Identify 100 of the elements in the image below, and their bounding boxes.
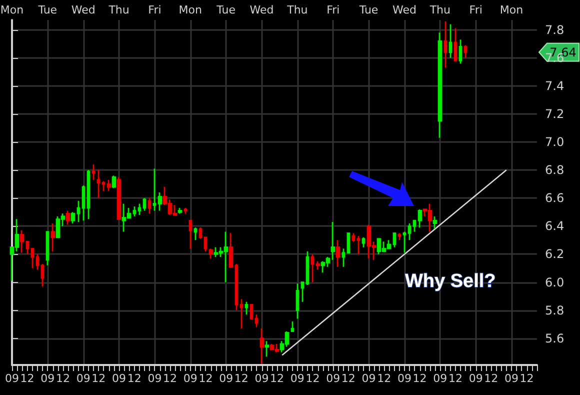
text: Fri [148,4,162,16]
x-tick-label: 09 [5,372,19,385]
y-tick-label: 6.8 [545,163,564,178]
x-tick-label: 12 [56,372,70,385]
x-tick-label: 09 [468,372,483,385]
candlestick [448,24,452,59]
x-tick-label: 09 [112,372,126,385]
candlestick [36,254,40,270]
candlestick [184,207,188,214]
candlestick [116,176,122,220]
candlestick [438,32,442,139]
candlestick [82,184,86,222]
x-tick-label: 12 [163,372,178,385]
candlestick [20,230,24,254]
y-tick-label: 6.6 [545,191,564,206]
candlestick [300,282,304,303]
candlestick [458,38,462,64]
x-tick-label: 09 [219,372,234,385]
x-tick-label: 09 [504,372,519,385]
y-tick-label: 6.2 [545,247,564,262]
candlestick [310,254,314,283]
y-tick-label: 5.8 [545,303,564,318]
candlestick [356,235,360,255]
candlestick [204,236,208,252]
candlestick [342,248,346,268]
candlestick [352,232,356,242]
candlestick [152,168,156,212]
candlestick [392,232,396,248]
x-tick-label: 12 [484,372,498,385]
candlestick [346,232,350,254]
x-tick-label: 12 [341,372,356,385]
candlestick [158,192,162,212]
y-tick-label: 7.4 [545,78,564,93]
candlestick [148,197,152,214]
candlestick [188,220,192,250]
x-tick-label: 09 [397,372,412,385]
y-tick-label: 7.0 [545,135,564,150]
x-tick-label: 12 [270,372,284,385]
candlestick [96,169,100,199]
candlestick [412,220,416,232]
text: Mon [500,4,524,16]
candlestick [464,44,468,59]
candlestick [228,232,234,268]
text: Tue [37,4,58,16]
candlestick [132,206,136,218]
text: Fri [469,4,482,16]
text: Mon [0,4,24,16]
x-tick-label: 12 [234,372,248,385]
candlestick [336,239,340,268]
text: Wed [250,4,274,16]
candlestick [398,232,402,241]
x-tick-label: 09 [148,372,162,385]
candlestick [208,248,214,260]
x-tick-label: 09 [254,372,269,385]
annotation: Why Sell? [405,271,496,292]
x-tick-label: 09 [433,372,448,385]
candlestick [454,28,458,62]
x-tick-label: 09 [40,372,55,385]
candlestick [194,226,198,241]
candlestick [444,20,448,68]
x-tick-label: 12 [20,372,34,385]
x-tick-label: 12 [520,372,534,385]
candlestick [26,240,30,255]
candlestick [260,328,264,364]
text: Thu [428,4,450,16]
text: Wed [392,4,416,16]
candlestick [330,221,336,261]
candlestick [362,236,366,248]
candlestick [30,248,34,269]
x-tick-label: 12 [448,372,462,385]
x-tick-label: 09 [183,372,198,385]
candlestick [102,180,106,192]
candlestick [234,263,238,312]
y-tick-label: 7.2 [545,106,564,121]
candlestick [92,164,96,181]
x-tick-label: 09 [362,372,376,385]
y-tick-label: 7.8 [545,22,564,37]
text: Tue [358,4,378,16]
candlestick [408,222,412,241]
candlestick [76,200,80,223]
candlestick [254,314,258,328]
candlestick [178,207,182,214]
candlestick [70,211,76,224]
candlestick [296,282,300,320]
candlestick [250,304,254,320]
candlestick [316,260,320,270]
x-tick-label: 09 [76,372,90,385]
x-tick-label: 12 [306,372,320,385]
candlestick [50,222,56,252]
candlestick [138,203,142,216]
candlestick [40,263,44,288]
candlestick [418,208,422,228]
candlestick [142,197,146,212]
candlestick [290,320,294,332]
text: Fri [326,4,340,16]
text: Tue [216,4,236,16]
x-tick-label: 12 [92,372,106,385]
candlestick [46,231,50,266]
candlestick [264,340,270,358]
text: Wed [71,4,96,16]
